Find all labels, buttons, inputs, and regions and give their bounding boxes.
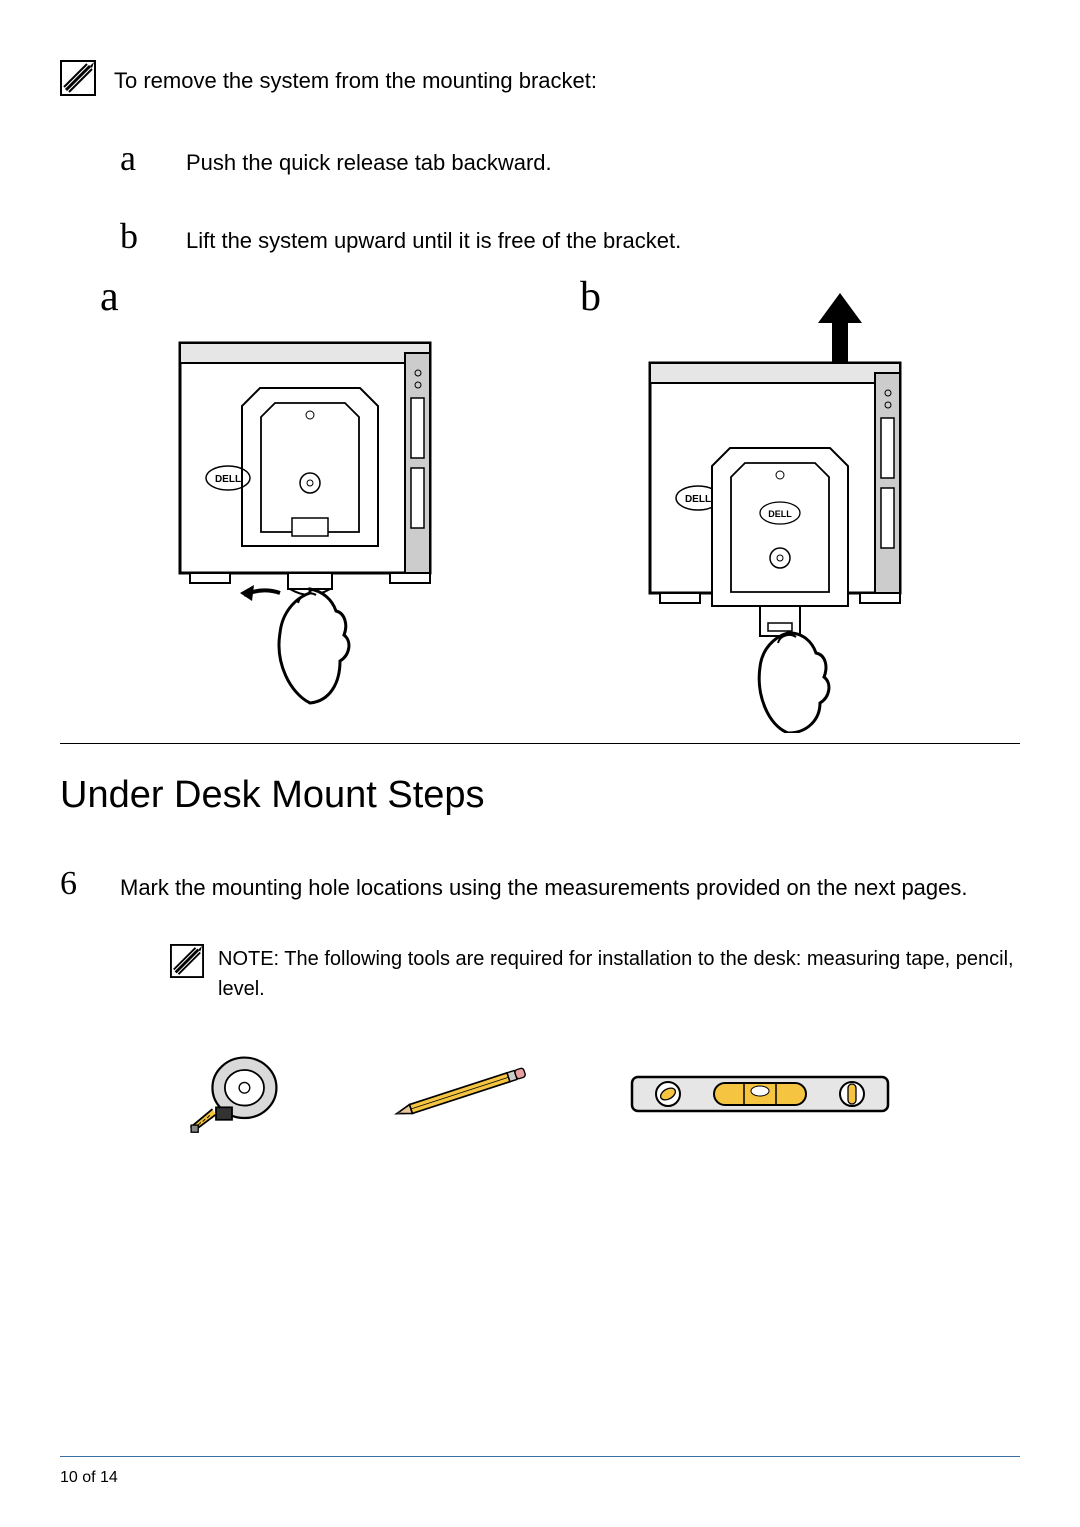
diagram-b-svg: DELL DELL: [610, 293, 950, 733]
diagram-a-col: a DEL: [80, 293, 520, 713]
inner-note-row: NOTE: The following tools are required f…: [60, 944, 1020, 1004]
brand-text-b1: DELL: [685, 494, 711, 505]
section-heading: Under Desk Mount Steps: [60, 774, 1020, 817]
page-number: 10 of 14: [60, 1469, 118, 1487]
brand-text-b2: DELL: [768, 509, 792, 519]
diagram-b-label: b: [580, 273, 601, 321]
diagram-b-box: DELL DELL: [560, 293, 1000, 713]
step-6-num: 6: [60, 867, 90, 901]
diagram-a-svg: DELL: [140, 293, 460, 713]
intro-note-text: To remove the system from the mounting b…: [114, 60, 597, 97]
step-6-row: 6 Mark the mounting hole locations using…: [60, 867, 1020, 904]
step-b-letter: b: [120, 215, 150, 257]
footer-rule: [60, 1456, 1020, 1457]
step-b-row: b Lift the system upward until it is fre…: [120, 215, 1020, 257]
step-a-text: Push the quick release tab backward.: [186, 146, 552, 179]
step-a-row: a Push the quick release tab backward.: [120, 137, 1020, 179]
section-rule: [60, 743, 1020, 744]
inner-note-pencil-icon: [170, 944, 204, 978]
intro-note-row: To remove the system from the mounting b…: [60, 60, 1020, 97]
diagram-a-label: a: [100, 273, 119, 321]
lettered-step-list: a Push the quick release tab backward. b…: [60, 137, 1020, 257]
tool-row: [60, 1054, 1020, 1134]
step-b-text: Lift the system upward until it is free …: [186, 224, 681, 257]
diagram-row: a DEL: [60, 293, 1020, 713]
brand-text-a: DELL: [215, 474, 241, 485]
note-pencil-icon: [60, 60, 96, 96]
diagram-a-box: DELL: [80, 293, 520, 713]
inner-note-text: NOTE: The following tools are required f…: [218, 944, 1020, 1004]
pencil-icon: [380, 1066, 540, 1122]
step-a-letter: a: [120, 137, 150, 179]
diagram-b-col: b: [560, 293, 1000, 713]
tape-measure-icon: [190, 1054, 290, 1134]
level-icon: [630, 1071, 890, 1117]
step-6-text: Mark the mounting hole locations using t…: [120, 867, 968, 904]
